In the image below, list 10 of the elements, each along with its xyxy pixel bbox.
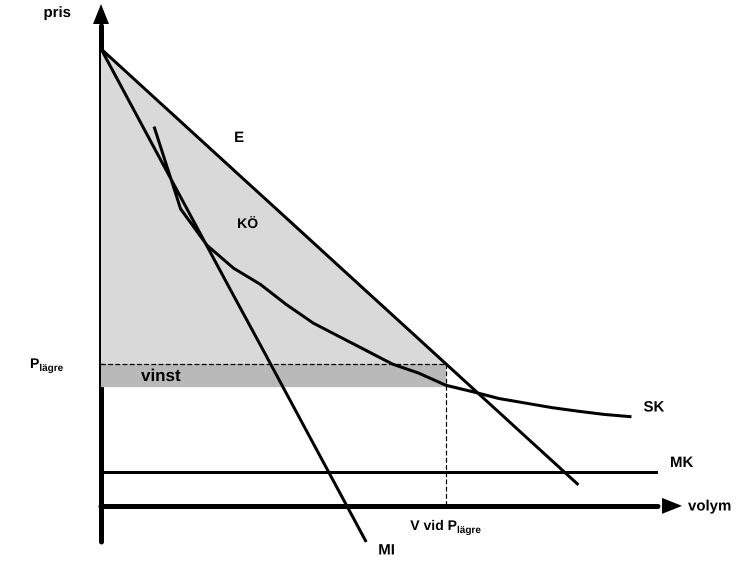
band-label: vinst — [141, 366, 182, 385]
series-label: MI — [378, 542, 395, 558]
ref-line-label: P$_{lägre}$ — [30, 355, 64, 374]
text: V vid P$_{lägre}$ — [410, 516, 481, 536]
series-label: MK — [670, 454, 694, 472]
series-label: SK — [643, 398, 664, 416]
annotation: KÖ — [237, 214, 258, 231]
y-axis-title: pris — [43, 4, 71, 21]
series-label: E — [234, 129, 244, 146]
x-axis-title: volym — [688, 497, 732, 514]
